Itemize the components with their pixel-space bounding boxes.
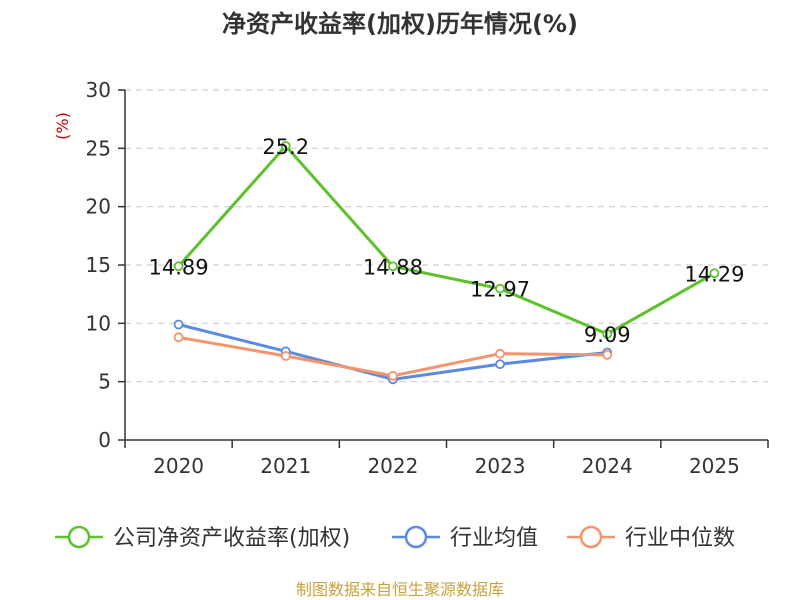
legend: 公司净资产收益率(加权) 行业均值 行业中位数 — [55, 525, 735, 551]
series-0-point — [388, 261, 398, 272]
series-1-point — [173, 319, 184, 330]
data-label: 12.97 — [470, 278, 530, 302]
y-tick-label: 10 — [86, 311, 111, 335]
x-tick-label: 2023 — [475, 454, 526, 478]
y-tick-label: 0 — [98, 428, 111, 452]
series-2-point — [495, 348, 505, 359]
series-2-point — [602, 349, 613, 360]
series-2-point — [280, 351, 291, 361]
series-line-0 — [177, 144, 716, 336]
legend-label-2: 行业中位数 — [625, 526, 735, 551]
x-tick-label: 2025 — [689, 454, 740, 478]
data-label: 14.88 — [363, 255, 423, 279]
series-0-point — [709, 268, 720, 279]
data-label: 25.2 — [262, 135, 309, 159]
series-0-point — [280, 141, 291, 151]
y-axis-ticks: 0 5 10 15 20 25 30 — [86, 78, 125, 452]
legend-marker-0 — [67, 525, 91, 549]
x-tick-label: 2020 — [153, 454, 204, 478]
series-2-point — [388, 370, 398, 381]
data-label: 14.29 — [684, 262, 744, 286]
legend-marker-2 — [579, 525, 603, 549]
legend-label-1: 行业均值 — [450, 526, 538, 551]
x-tick-label: 2022 — [367, 454, 418, 478]
x-axis-ticks: 2020 2021 2022 2023 2024 2025 — [124, 440, 769, 478]
source-note: 制图数据来自恒生聚源数据库 — [296, 580, 504, 599]
x-tick-label: 2024 — [582, 454, 633, 478]
series-lines — [173, 141, 720, 385]
data-label: 14.89 — [149, 255, 209, 279]
series-0-point — [173, 261, 184, 272]
series-line-2 — [178, 335, 608, 378]
y-axis-unit-label: (%) — [53, 112, 72, 140]
y-tick-label: 5 — [98, 370, 111, 394]
series-0-point — [495, 283, 505, 294]
data-labels: 14.89 25.2 14.88 12.97 9.09 14.29 — [149, 135, 745, 347]
legend-marker-1 — [404, 525, 428, 549]
series-1-point — [495, 359, 505, 370]
series-2-point — [173, 332, 184, 343]
x-tick-label: 2021 — [260, 454, 311, 478]
series-0-point — [602, 329, 613, 339]
chart-title: 净资产收益率(加权)历年情况(%) — [222, 10, 578, 38]
y-tick-label: 25 — [86, 136, 111, 160]
legend-label-0: 公司净资产收益率(加权) — [113, 526, 350, 551]
y-tick-label: 30 — [86, 78, 111, 102]
y-tick-label: 20 — [86, 195, 111, 219]
data-label: 9.09 — [584, 323, 631, 347]
y-tick-label: 15 — [86, 253, 111, 277]
grid-lines — [125, 89, 768, 383]
